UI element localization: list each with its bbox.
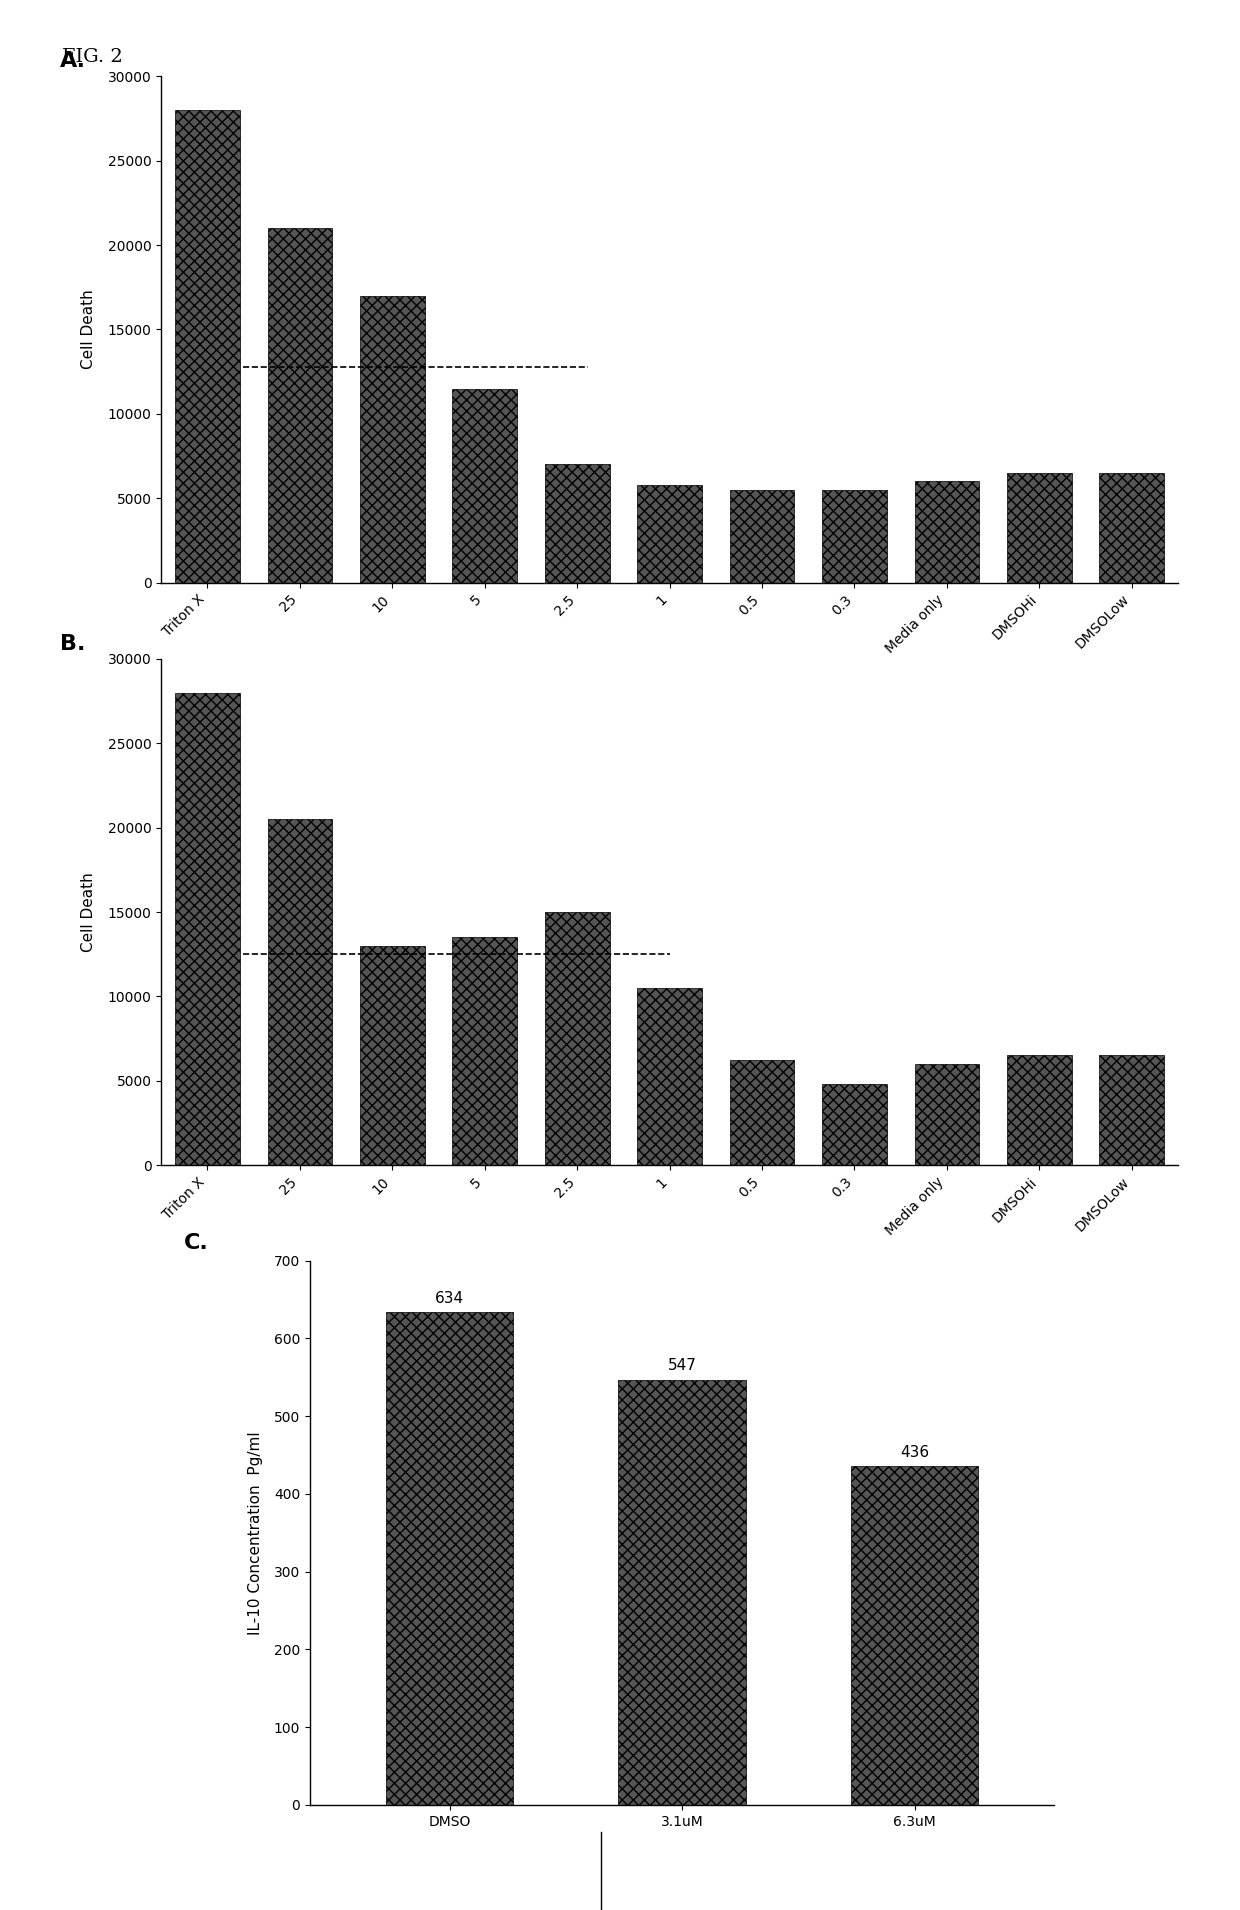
Text: C.: C. bbox=[184, 1234, 208, 1253]
Bar bbox=[175, 111, 239, 583]
Bar bbox=[1100, 1056, 1164, 1165]
Text: 547: 547 bbox=[667, 1358, 697, 1373]
Text: 436: 436 bbox=[900, 1444, 929, 1459]
Bar bbox=[453, 388, 517, 583]
Bar bbox=[637, 987, 702, 1165]
Bar bbox=[729, 1060, 795, 1165]
Y-axis label: Cell Death: Cell Death bbox=[82, 873, 97, 951]
Bar bbox=[1007, 1056, 1071, 1165]
Bar bbox=[544, 464, 610, 583]
Bar bbox=[386, 1312, 513, 1805]
Bar bbox=[360, 945, 424, 1165]
Bar bbox=[618, 1379, 746, 1805]
Bar bbox=[822, 1085, 887, 1165]
Bar bbox=[268, 229, 332, 583]
Bar bbox=[360, 296, 424, 583]
Bar bbox=[915, 1064, 980, 1165]
Text: 634: 634 bbox=[435, 1291, 464, 1306]
Bar bbox=[822, 489, 887, 583]
Bar bbox=[175, 693, 239, 1165]
Bar bbox=[453, 938, 517, 1165]
Text: FIG. 2: FIG. 2 bbox=[62, 48, 123, 65]
Text: A.: A. bbox=[60, 52, 86, 71]
X-axis label: Compound D  Concentration uM: Compound D Concentration uM bbox=[547, 1293, 792, 1308]
Bar bbox=[1007, 474, 1071, 583]
Bar bbox=[637, 485, 702, 583]
Bar bbox=[268, 819, 332, 1165]
X-axis label: Compound A  Concentration uM: Compound A Concentration uM bbox=[548, 711, 791, 726]
Bar bbox=[915, 481, 980, 583]
Y-axis label: Cell Death: Cell Death bbox=[82, 290, 97, 369]
Y-axis label: IL-10 Concentration  Pg/ml: IL-10 Concentration Pg/ml bbox=[248, 1431, 263, 1635]
Bar bbox=[729, 489, 795, 583]
Bar bbox=[1100, 474, 1164, 583]
Text: B.: B. bbox=[60, 634, 84, 653]
Bar bbox=[851, 1465, 978, 1805]
Bar bbox=[544, 913, 610, 1165]
